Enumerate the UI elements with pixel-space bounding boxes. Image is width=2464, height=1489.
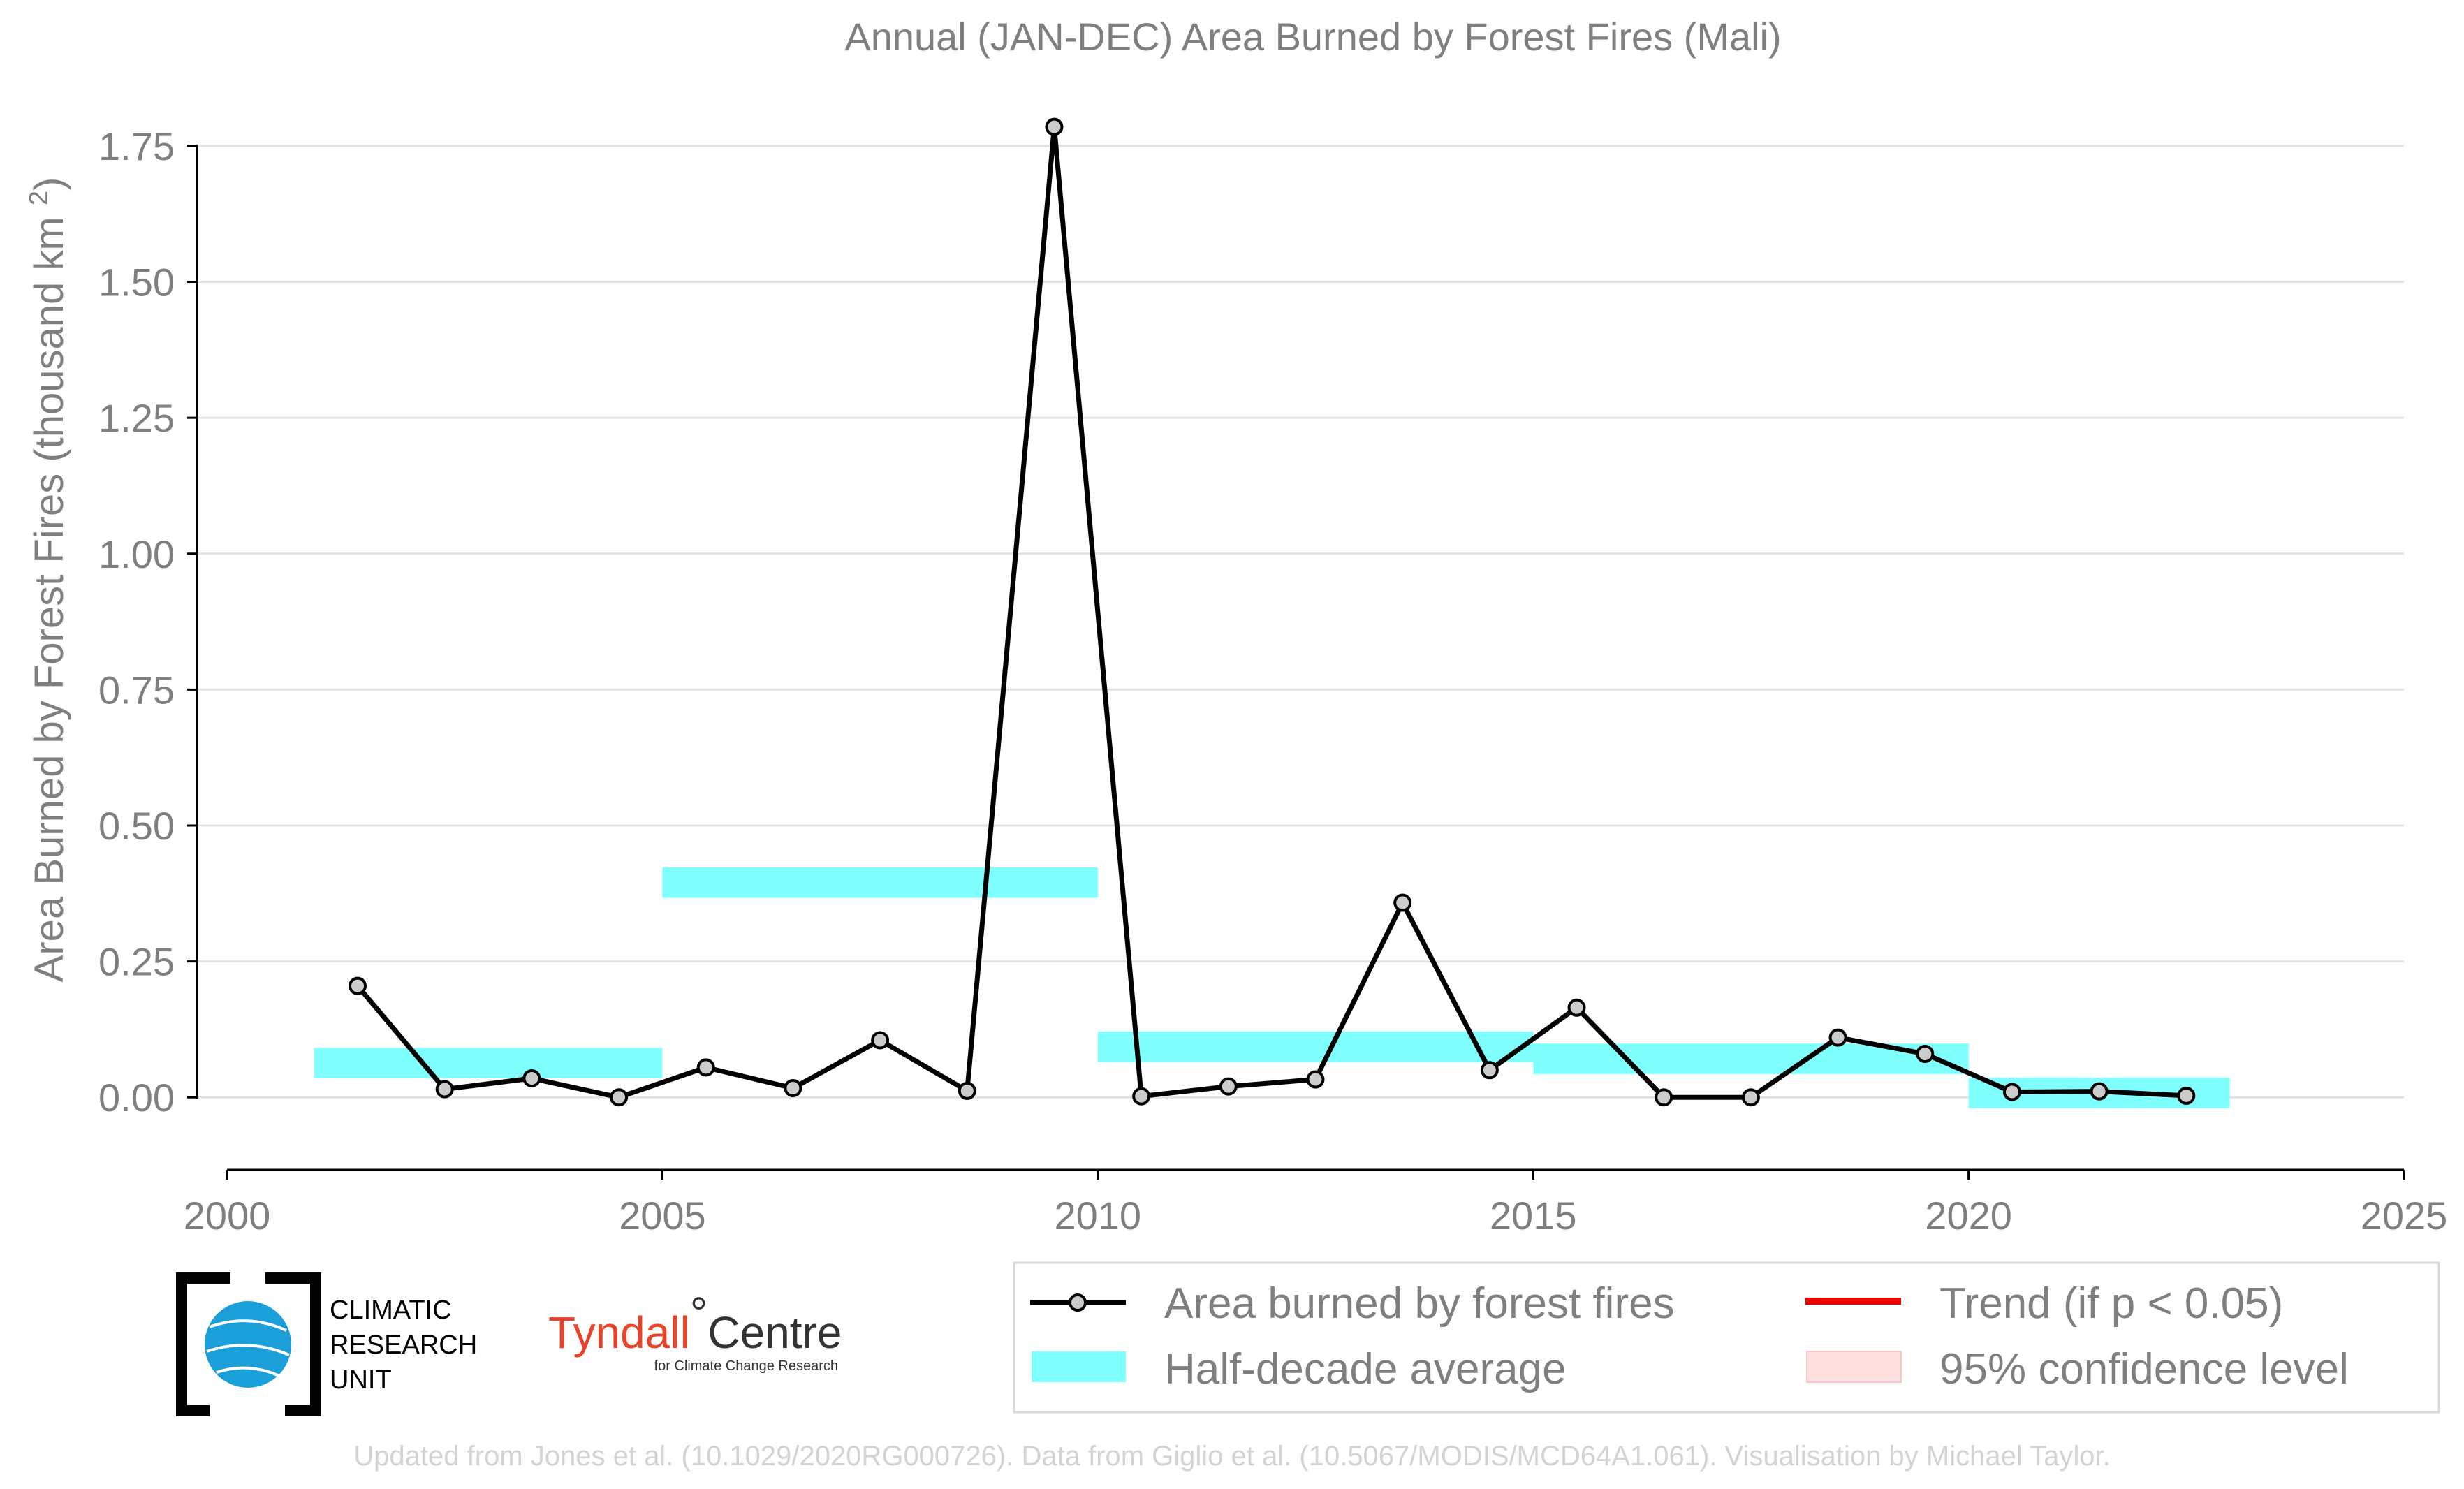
data-point (871, 1031, 890, 1050)
tyndall-logo-wordmark: Tyndall°Centre (548, 1288, 842, 1358)
axes: 0.00 0.25 0.50 0.75 1.00 1.25 1.50 1.75 2000 2005… (98, 124, 2447, 1238)
tyndall-degree: ° (690, 1288, 708, 1338)
legend-ci-swatch (1806, 1351, 1902, 1383)
half-decade-average-bar (314, 1048, 663, 1078)
legend-box (1013, 1261, 2440, 1414)
legend: Area burned by forest fires Trend (if p … (1013, 1261, 2440, 1414)
x-tick-label: 2020 (1925, 1194, 2012, 1238)
data-point (1916, 1044, 1935, 1063)
y-tick-label: 0.00 (98, 1076, 175, 1120)
y-axis-label-superscript: 2 (24, 191, 54, 205)
data-point (2002, 1083, 2021, 1101)
data-point (1045, 117, 1064, 136)
data-point (349, 976, 367, 995)
series-area-burned (349, 117, 2196, 1107)
half-decade-average-bands (314, 867, 2230, 1108)
cru-logo-line-2: RESEARCH (330, 1330, 477, 1360)
data-point (696, 1058, 715, 1077)
series-line (355, 124, 2187, 1100)
data-point (522, 1069, 541, 1087)
legend-label-trend: Trend (if p < 0.05) (1939, 1279, 2283, 1328)
cru-logo-line-1: CLIMATIC (330, 1296, 452, 1325)
footer-credits: Updated from Jones et al. (10.1029/2020R… (353, 1441, 2110, 1472)
cru-logo-line-3: UNIT (330, 1365, 392, 1395)
data-point (1393, 893, 1412, 912)
chart-title: Annual (JAN-DEC) Area Burned by Forest F… (844, 15, 1781, 59)
data-point (1567, 998, 1586, 1017)
y-tick-label: 1.00 (98, 532, 175, 576)
data-point (2090, 1082, 2109, 1101)
y-tick-label: 0.25 (98, 940, 175, 984)
cru-logo-bracket-right (265, 1272, 321, 1416)
data-point (1480, 1061, 1499, 1080)
legend-band-swatch (1032, 1351, 1126, 1382)
legend-label-area-burned: Area burned by forest fires (1164, 1279, 1675, 1328)
y-tick-label: 1.25 (98, 396, 175, 440)
legend-marker-swatch (1069, 1293, 1087, 1312)
tyndall-tagline: for Climate Change Research (654, 1358, 838, 1374)
legend-label-half-decade: Half-decade average (1164, 1345, 1567, 1393)
tyndall-name: Tyndall (548, 1307, 690, 1358)
data-point (2177, 1086, 2196, 1105)
x-tick-label: 2000 (184, 1194, 271, 1238)
x-tick-label: 2010 (1055, 1194, 1142, 1238)
gridlines (196, 145, 2404, 1099)
half-decade-average-bar (662, 867, 1098, 898)
data-point (1132, 1087, 1151, 1106)
tyndall-centre: Centre (707, 1307, 842, 1358)
y-tick-label: 0.75 (98, 668, 175, 712)
y-axis-label-tail: ) (27, 177, 72, 191)
data-point (610, 1088, 629, 1107)
y-tick-label: 0.50 (98, 804, 175, 848)
y-axis-label: Area Burned by Forest Fires (thousand km… (24, 177, 72, 983)
x-tick-label: 2025 (2361, 1194, 2448, 1238)
tyndall-logo: Tyndall°Centre for Climate Change Resear… (548, 1288, 842, 1374)
data-point (1306, 1070, 1325, 1089)
half-decade-average-bar (1097, 1032, 1534, 1062)
x-tick-label: 2005 (619, 1194, 706, 1238)
data-point (1655, 1088, 1673, 1107)
cru-logo-bracket-left (176, 1272, 230, 1416)
data-point (435, 1080, 454, 1099)
legend-label-confidence: 95% confidence level (1939, 1345, 2349, 1393)
data-point (1828, 1028, 1847, 1047)
cru-logo: CLIMATIC RESEARCH UNIT (176, 1272, 477, 1416)
data-point (958, 1081, 976, 1100)
globe-lines (206, 1319, 290, 1377)
y-tick-label: 1.50 (98, 261, 175, 305)
data-point (1219, 1077, 1238, 1096)
y-axis-label-text: Area Burned by Forest Fires (thousand km (27, 217, 72, 982)
data-point (1741, 1088, 1760, 1107)
y-tick-label: 1.75 (98, 124, 175, 168)
data-point (784, 1078, 802, 1097)
x-tick-label: 2015 (1490, 1194, 1577, 1238)
